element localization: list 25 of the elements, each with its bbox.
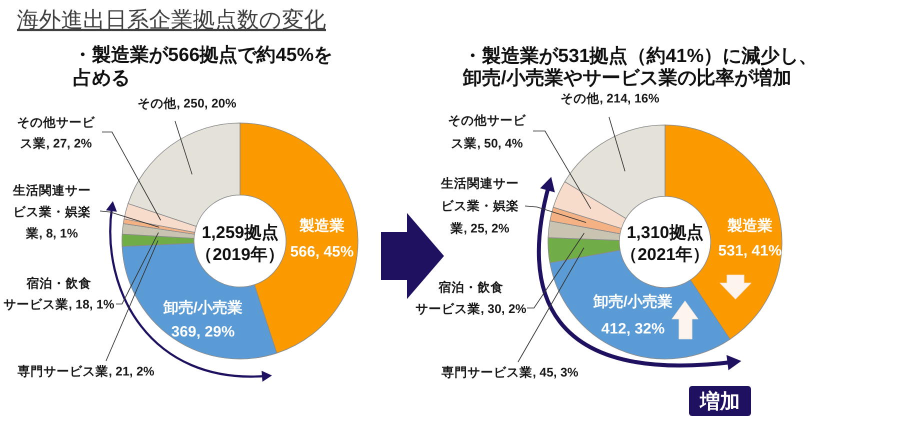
slice-label: その他, 250, 20% [138, 96, 236, 110]
slice-label: その他サービス業, 27, 2% [17, 116, 96, 150]
slice-label: 生活関連サービス業・娯楽業, 25, 2% [440, 176, 519, 236]
data-label: 412, 32% [601, 320, 665, 338]
text: （2019年） [196, 245, 284, 264]
slice-label: 卸売/小売業 [162, 299, 243, 316]
slice-label: 製造業 [298, 217, 344, 234]
slice-label: その他, 214, 16% [560, 92, 660, 106]
slice-label: 専門サービス業, 21, 2% [16, 364, 154, 378]
text: （2021年） [620, 245, 710, 264]
data-label: 369, 29% [171, 323, 235, 340]
text: 増加 [699, 390, 740, 414]
text: 1,259拠点 [202, 223, 278, 242]
slice-label: その他サービス業, 50, 4% [448, 114, 527, 150]
slice-label: 宿泊・飲食サービス業, 30, 2% [416, 280, 526, 316]
slice-label: 製造業 [726, 217, 772, 234]
chart-subtitle: ・製造業が531拠点（約41%）に減少し、卸売/小売業やサービス業の比率が増加 [462, 44, 818, 89]
data-label: 566, 45% [290, 243, 354, 260]
slice-label: 生活関連サービス業・娯楽業, 8, 1% [12, 184, 91, 240]
data-label: 531, 41% [718, 242, 782, 260]
slice-label: 専門サービス業, 45, 3% [440, 364, 578, 380]
chart-subtitle: ・製造業が566拠点で約45%を占める [73, 44, 333, 89]
text: 1,310拠点 [626, 223, 704, 242]
slice-label: 卸売/小売業 [592, 293, 673, 310]
slice-label: 宿泊・飲食サービス業, 18, 1% [4, 276, 114, 312]
